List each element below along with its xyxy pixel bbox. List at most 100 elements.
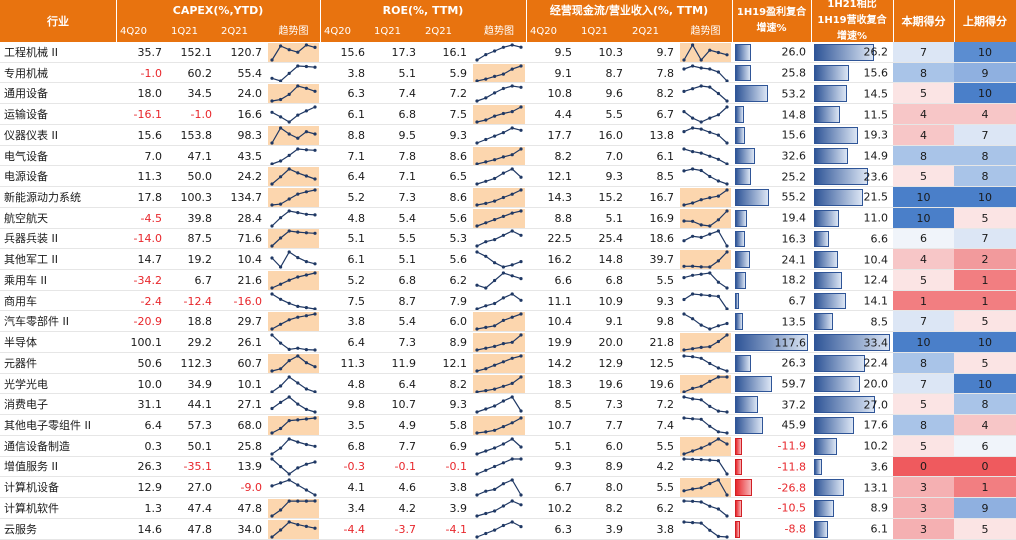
sparkline-point (287, 167, 291, 171)
sparkline-point (287, 250, 291, 254)
sparkline-line (476, 85, 522, 102)
capex-trend-cell (267, 83, 320, 104)
capex-value: 100.3 (180, 190, 213, 204)
sparkline-point (287, 120, 291, 124)
sparkline (270, 292, 317, 311)
sparkline (270, 209, 317, 228)
capex-1q21-header: 1Q21 (167, 21, 217, 42)
header-capex: CAPEX(%,YTD) (116, 0, 320, 21)
roe-value: 7.3 (398, 336, 417, 350)
capex-trend-cell (267, 63, 320, 84)
sparkline-point (708, 196, 712, 200)
sparkline (475, 520, 523, 539)
sparkline-point (475, 389, 479, 394)
industry-name: 光学光电 (4, 377, 48, 391)
industry-name: 电源设备 (4, 170, 48, 184)
sparkline-point (708, 379, 712, 383)
sparkline (270, 437, 317, 456)
sparkline-highlight (268, 42, 319, 62)
data-bar (814, 106, 841, 123)
capex-value: 39.8 (187, 211, 213, 225)
cfo-trend-cell (679, 353, 732, 374)
capex-trend-cell (267, 477, 320, 498)
sparkline-point (279, 282, 283, 286)
sparkline-point (279, 202, 283, 206)
industry-name: 商用车 (4, 294, 37, 308)
sparkline-point (682, 520, 686, 524)
roe-value: 11.3 (340, 356, 366, 370)
sparkline-point (475, 452, 479, 456)
sparkline-point (682, 389, 686, 394)
data-bar (735, 417, 764, 434)
sparkline-point (484, 159, 488, 163)
data-bar-cell: 22.4 (811, 353, 893, 374)
sparkline-point (519, 493, 523, 497)
score-now: 5 (893, 83, 954, 105)
sparkline-point (510, 292, 514, 296)
sparkline-point (279, 323, 283, 327)
roe-value: 6.3 (347, 87, 366, 101)
data-bar (814, 396, 876, 414)
sparkline-point (484, 179, 488, 184)
capex-trend-cell (267, 125, 320, 146)
sparkline-point (313, 364, 317, 369)
sparkline-point (313, 262, 317, 266)
sparkline-point (484, 201, 488, 205)
sparkline-point (501, 461, 505, 465)
sparkline-point (691, 235, 695, 239)
capex-trend-cell (267, 519, 320, 540)
cfo-value: 16.7 (649, 190, 675, 204)
sparkline-point (279, 366, 283, 371)
data-bar-value: -8.8 (784, 522, 806, 536)
sparkline (680, 374, 731, 394)
data-bar-cell: 3.6 (811, 457, 893, 478)
data-bar-value: 32.6 (781, 149, 807, 163)
capex-value: 26.1 (237, 336, 263, 350)
sparkline-point (313, 132, 317, 136)
cfo-value: 3.9 (605, 522, 624, 536)
row-divider (0, 351, 1016, 353)
sparkline-point (279, 158, 283, 163)
sparkline-point (519, 374, 523, 379)
sparkline-point (484, 346, 488, 350)
sparkline-point (519, 333, 523, 337)
data-bar-value: 8.5 (870, 315, 889, 329)
sparkline-point (699, 292, 703, 297)
row-divider (0, 227, 1016, 229)
roe-trend-cell (472, 229, 526, 250)
sparkline-point (484, 430, 488, 434)
roe-1q21-header: 1Q21 (370, 21, 421, 42)
roe-value: -4.1 (445, 522, 467, 536)
sparkline-point (296, 50, 300, 54)
sparkline-point (313, 493, 317, 497)
sparkline (270, 457, 317, 477)
cfo-trend-cell (679, 208, 732, 229)
capex-value: 25.8 (237, 439, 263, 453)
sparkline-point (270, 484, 274, 488)
capex-value: 71.6 (237, 232, 263, 246)
sparkline-highlight (473, 415, 525, 435)
cfo-trend-cell (679, 270, 732, 291)
roe-value: 6.1 (347, 108, 366, 122)
sparkline-point (699, 486, 703, 490)
sparkline-line (271, 64, 316, 82)
roe-trend-cell (472, 332, 526, 353)
sparkline-point (475, 120, 479, 124)
industry-name: 其他军工 II (4, 253, 58, 267)
cfo-trend-cell (679, 457, 732, 478)
cfo-value: 6.1 (656, 149, 675, 163)
sparkline-point (484, 388, 488, 392)
data-bar-value: -26.8 (777, 481, 806, 495)
cfo-value: 14.2 (547, 356, 573, 370)
sparkline-point (493, 261, 497, 265)
capex-value: 35.7 (137, 45, 163, 59)
sparkline-point (296, 304, 300, 308)
capex-value: -12.4 (183, 294, 212, 308)
sparkline-point (501, 195, 505, 200)
roe-value: 3.4 (347, 501, 366, 515)
cfo-value: 9.6 (605, 87, 624, 101)
sparkline-point (304, 174, 308, 178)
sparkline-point (691, 87, 695, 91)
sparkline-point (725, 493, 729, 497)
data-bar (814, 313, 834, 331)
